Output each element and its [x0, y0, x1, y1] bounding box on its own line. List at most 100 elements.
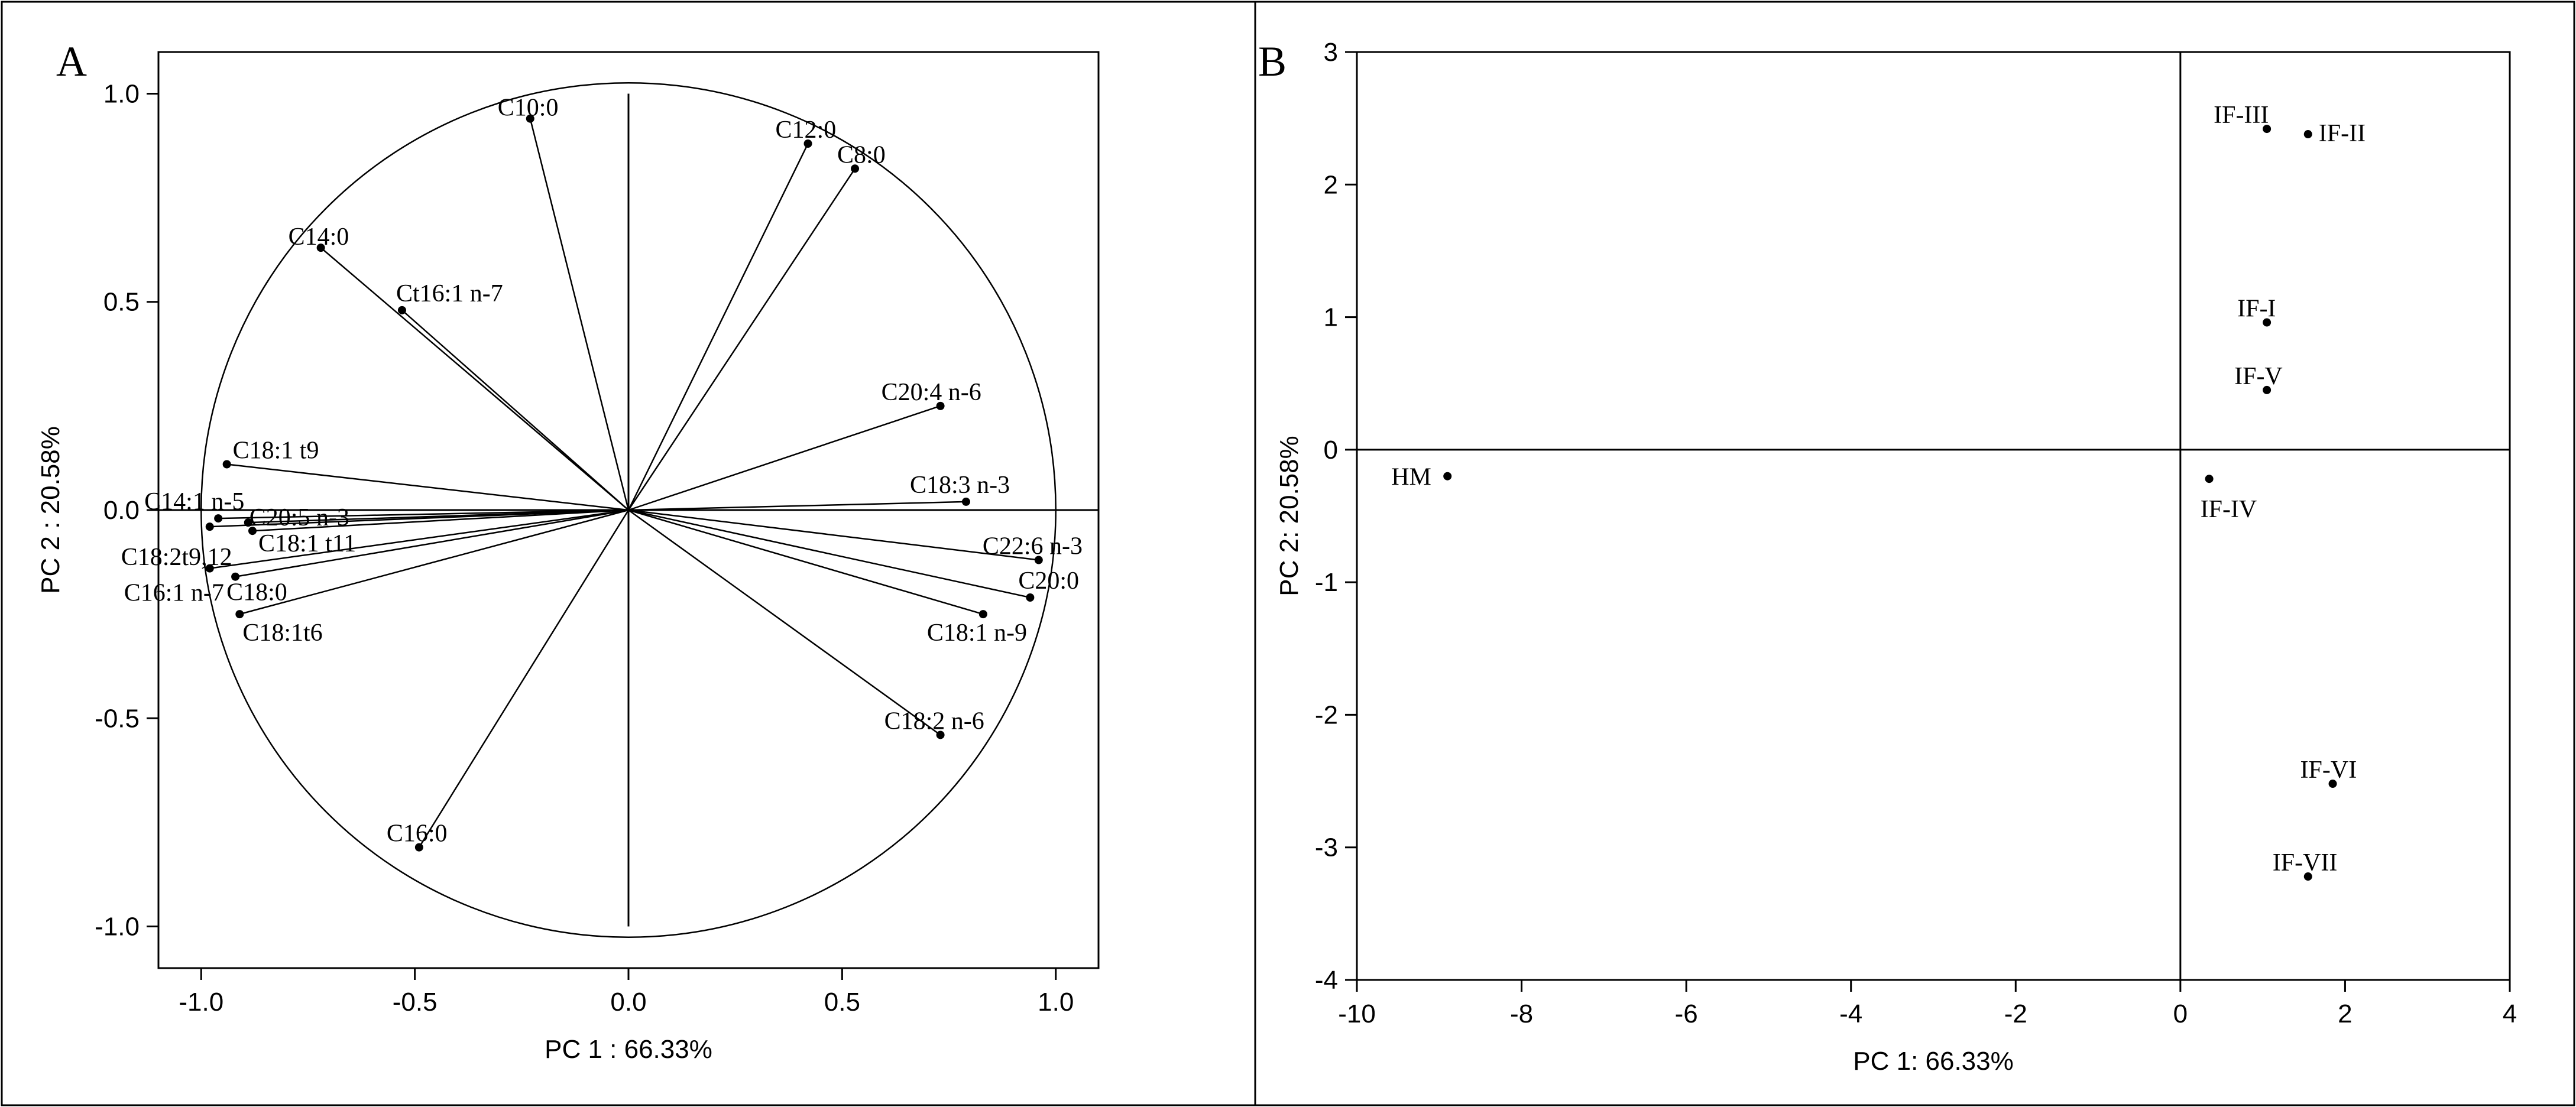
- panel-b-ytick-label: 3: [1324, 38, 1338, 67]
- panel-a-loading-point: [526, 114, 534, 123]
- panel-a-letter: A: [56, 38, 87, 85]
- panel-b-xtick-label: 0: [2173, 999, 2188, 1028]
- panel-a-loading-point: [205, 564, 214, 573]
- panel-b-score-point: [2263, 125, 2272, 134]
- panel-b-xtick-label: -10: [1338, 999, 1376, 1028]
- panel-a-xtick-label: -1.0: [179, 988, 223, 1017]
- panel-b-score-point: [2263, 385, 2272, 394]
- panel-a-ytick-label: -1.0: [95, 913, 140, 942]
- panel-a-loading-vector: [401, 309, 629, 511]
- panel-a-ytick-label: 0.5: [103, 288, 140, 317]
- panel-a-loading-point: [235, 610, 244, 619]
- panel-a-xtick-label: 0.5: [824, 988, 860, 1017]
- panel-a-loading-vector: [226, 463, 629, 511]
- panel-b-ytick-label: 2: [1324, 170, 1338, 199]
- panel-b-point-label: HM: [1391, 464, 1431, 491]
- panel-b-ytick-label: -4: [1315, 966, 1338, 995]
- panel-a-point-label: C18:3 n-3: [910, 472, 1010, 499]
- panel-a-loading-vector: [218, 509, 629, 520]
- panel-b-ytick-label: -2: [1315, 700, 1338, 729]
- panel-a-loading-vector: [628, 509, 1039, 561]
- panel-b-ytick-label: 0: [1324, 436, 1338, 465]
- panel-b-ytick-label: -1: [1315, 568, 1338, 597]
- panel-a-point-label: C18:1t6: [242, 619, 322, 647]
- panel-a-loading-point: [1034, 556, 1043, 564]
- panel-a-loading-point: [205, 522, 214, 531]
- panel-a-loading-vector: [628, 501, 966, 511]
- panel-a-point-label: C14:1 n-5: [144, 488, 244, 515]
- panel-a-point-label: C18:1 n-9: [927, 619, 1027, 647]
- panel-b-score-point: [2303, 872, 2312, 881]
- panel-a-y-axis-title: PC 2 : 20.58%: [36, 426, 65, 594]
- panel-b-point-label: IF-IV: [2201, 496, 2257, 523]
- panel-a-ytick-label: -0.5: [95, 704, 140, 733]
- panel-a-loading-point: [214, 514, 223, 523]
- panel-a-point-label: C16:1 n-7: [124, 580, 224, 607]
- panel-a-loading-point: [936, 731, 945, 739]
- panel-a-loading-point: [978, 610, 987, 619]
- panel-a-loading-vector: [628, 405, 941, 511]
- panel-a-loading-vector: [252, 509, 629, 532]
- panel-b-point-label: IF-III: [2214, 102, 2269, 129]
- panel-b-plot-frame: [1356, 51, 2511, 981]
- panel-a-point-label: C20:5 n-3: [250, 504, 349, 531]
- panel-a-point-label: C10:0: [498, 95, 559, 122]
- panel-a-point-label: Ct16:1 n-7: [396, 280, 503, 307]
- panel-b-score-point: [1443, 472, 1452, 481]
- panel-a-xtick-label: 0.0: [610, 988, 646, 1017]
- panel-b-letter: B: [1258, 38, 1287, 85]
- panel-a-loading-point: [851, 164, 860, 173]
- panel-b-point-label: IF-V: [2234, 363, 2283, 390]
- panel-b-xtick-label: -2: [2004, 999, 2027, 1028]
- panel-a-loading-vector: [239, 509, 629, 615]
- panel-a-point-label: C20:0: [1018, 567, 1079, 595]
- panel-a-point-label: C16:0: [387, 820, 448, 848]
- panel-a-loading-vector: [209, 509, 629, 569]
- panel-a-loading-vector: [628, 509, 984, 615]
- panel-a-loading-point: [803, 139, 812, 148]
- panel-a-loading-vector: [529, 118, 630, 511]
- panel-a-loading-point: [231, 572, 240, 581]
- panel-a-ytick-label: 0.0: [103, 496, 140, 525]
- panel-b-xtick-label: 2: [2338, 999, 2352, 1028]
- panel-a-point-label: C18:1 t11: [258, 530, 356, 557]
- panel-a-loading-point: [414, 843, 423, 852]
- panel-b-y-axis-title: PC 2: 20.58%: [1275, 436, 1304, 596]
- panel-b-ytick-label: -3: [1315, 833, 1338, 862]
- panel-b-score-point: [2205, 475, 2214, 483]
- panel-a-loading-vector: [209, 509, 629, 528]
- panel-b-xtick-label: -6: [1675, 999, 1698, 1028]
- panel-a-point-label: C18:0: [226, 579, 287, 606]
- panel-b-score-point: [2303, 130, 2312, 139]
- panel-b-point-label: IF-VI: [2300, 757, 2357, 784]
- panel-a-point-label: C14:0: [289, 223, 349, 251]
- panel-b-xtick-label: -8: [1510, 999, 1533, 1028]
- panel-b-x-axis-title: PC 1: 66.33%: [1853, 1047, 2014, 1076]
- panel-a-point-label: C18:1 t9: [233, 437, 319, 465]
- panel-a-point-label: C18:2 n-6: [884, 707, 984, 735]
- panel-a-loading-vector: [235, 509, 629, 577]
- panel-a-loading-point: [248, 527, 257, 535]
- panel-a-loading-point: [1026, 593, 1035, 602]
- panel-a-loading-vector: [628, 509, 1031, 599]
- panel-b-ytick-label: 1: [1324, 303, 1338, 332]
- panel-a-loading-point: [316, 244, 325, 252]
- panel-b-point-label: IF-VII: [2273, 849, 2338, 876]
- panel-b-point-label: IF-II: [2319, 120, 2366, 147]
- panel-a-point-label: C8:0: [837, 141, 886, 168]
- panel-a-loading-vector: [627, 143, 809, 511]
- panel-a-plot: -1.0 -0.5 0.0 0.5 1.0 -1.0 -0.5 0.0 0.5 1.0 PC 1 :…: [36, 51, 1100, 1064]
- panel-a-loading-point: [222, 460, 231, 469]
- panel-b-score-point: [2328, 780, 2337, 788]
- panel-a-point-label: C12:0: [776, 116, 837, 144]
- panel-a-xtick-label: -0.5: [393, 988, 438, 1017]
- panel-b-xtick-label: 4: [2503, 999, 2517, 1028]
- panel-a-point-label: C20:4 n-6: [882, 379, 981, 406]
- panel-a-loading-point: [397, 306, 406, 314]
- panel-a-loading-vector: [627, 168, 856, 511]
- panel-a-point-label: C18:2t9,12: [121, 544, 232, 571]
- panel-a-point-label: C22:6 n-3: [983, 533, 1083, 560]
